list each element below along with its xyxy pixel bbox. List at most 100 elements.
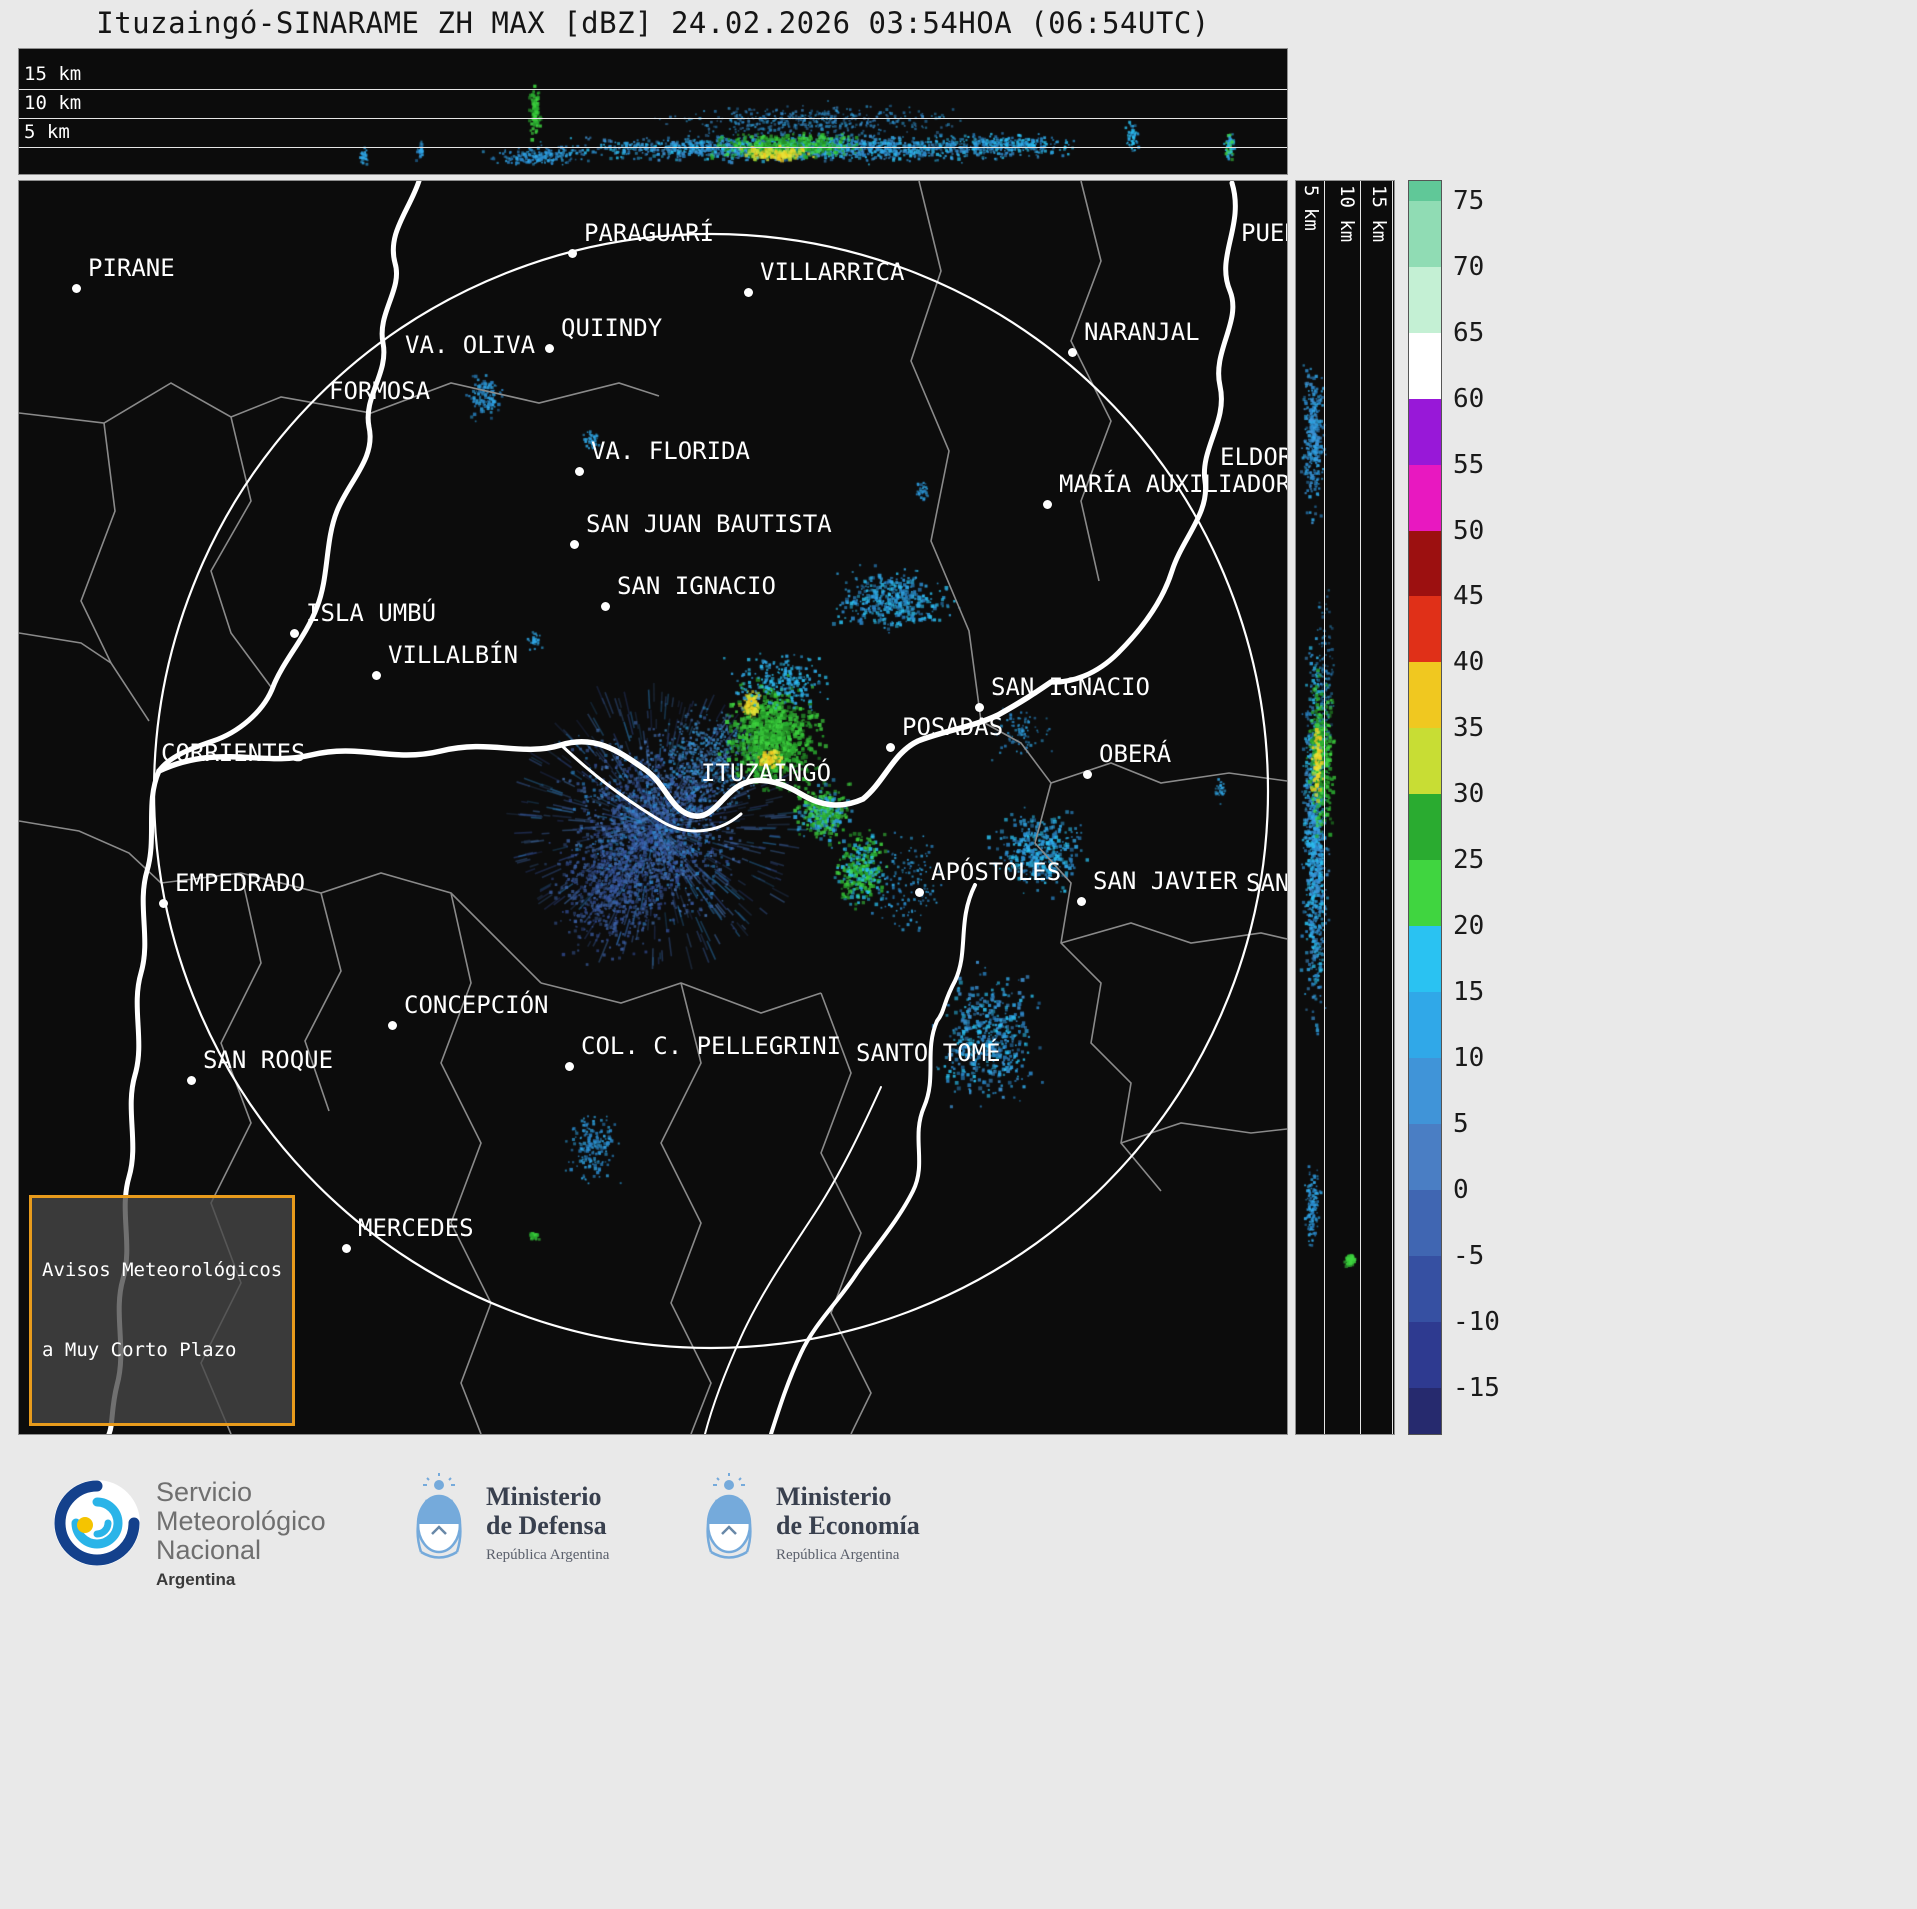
city-label: NARANJAL: [1084, 318, 1200, 346]
ministry-defensa-block: Ministerio de Defensa República Argentin…: [408, 1472, 609, 1564]
city-label: CONCEPCIÓN: [404, 991, 549, 1019]
economia-line-1: Ministerio: [776, 1482, 892, 1511]
colorbar-tick-label: 65: [1453, 317, 1485, 348]
defensa-subtitle: República Argentina: [486, 1547, 610, 1564]
city-label: FORMOSA: [329, 377, 431, 405]
colorbar-tick-label: -15: [1453, 1372, 1500, 1403]
ministry-economia-text: Ministerio de Economía República Argenti…: [776, 1472, 920, 1564]
city-label: PARAGUARÍ: [584, 219, 715, 247]
city-dot: [1076, 896, 1086, 906]
warning-badge: Avisos Meteorológicos a Muy Corto Plazo: [29, 1195, 296, 1426]
city-dot: [974, 702, 984, 712]
rivers: [106, 181, 1238, 1434]
colorbar-tick-label: 0: [1453, 1174, 1469, 1205]
colorbar-band: [1409, 1058, 1441, 1125]
city-dot: [1042, 499, 1052, 509]
footer: Servicio Meteorológico Nacional Argentin…: [0, 1450, 1917, 1909]
warning-line-2: a Muy Corto Plazo: [42, 1339, 237, 1362]
city-label: QUIINDY: [561, 314, 663, 342]
cross-section-top-panel: 15 km 10 km 5 km: [18, 48, 1288, 175]
colorbar-tick-label: 30: [1453, 779, 1485, 810]
smn-line-2: Meteorológico: [156, 1505, 326, 1536]
city-dot: [71, 283, 81, 293]
colorbar-band: [1409, 1387, 1441, 1434]
colorbar-tick-label: 35: [1453, 713, 1485, 744]
city-label: EMPEDRADO: [175, 869, 306, 897]
smn-country: Argentina: [156, 1569, 236, 1589]
city-label: ITUZAINGÓ: [701, 759, 832, 787]
cross-section-right-echoes: [1296, 181, 1394, 1434]
height-axis-label: 10 km: [1336, 185, 1358, 243]
city-label: SAN JUAN BAUTISTA: [586, 510, 832, 538]
smn-logo-icon: [54, 1480, 140, 1566]
city-dot: [600, 601, 610, 611]
city-dot: [387, 1020, 397, 1030]
colorbar-tick-label: 55: [1453, 449, 1485, 480]
city-label: MARÍA AUXILIADORA: [1059, 470, 1288, 498]
cross-section-right-panel: 5 km 10 km 15 km: [1295, 180, 1395, 1435]
city-label: ELDORADO: [1220, 443, 1287, 471]
city-label: POSADAS: [902, 713, 1004, 741]
city-label: ISLA UMBÚ: [306, 599, 437, 627]
colorbar-tick-label: 20: [1453, 911, 1485, 942]
city-dot: [371, 670, 381, 680]
colorbar-band: [1409, 596, 1441, 663]
colorbar-band: [1409, 860, 1441, 927]
height-gridline: [19, 118, 1287, 119]
radar-map-panel: PIRANE PARAGUARÍ VILLARRICA QUIINDY VA. OLIV…: [18, 180, 1288, 1435]
city-dot: [341, 1243, 351, 1253]
colorbar-tick-label: 10: [1453, 1043, 1485, 1074]
city-label: PIRANE: [88, 254, 175, 282]
smn-logo-block: Servicio Meteorológico Nacional Argentin…: [52, 1478, 326, 1589]
height-axis-label: 5 km: [24, 121, 70, 143]
colorbar-tick-label: -5: [1453, 1240, 1485, 1271]
city-label: VILLARRICA: [760, 258, 905, 286]
colorbar-tick-label: 70: [1453, 251, 1485, 282]
colorbar-band: [1409, 1189, 1441, 1256]
colorbar-tick-label: 40: [1453, 647, 1485, 678]
colorbar-tick-label: 75: [1453, 185, 1485, 216]
city-dot: [544, 343, 554, 353]
city-label: OBERÁ: [1099, 740, 1172, 768]
smn-line-3: Nacional: [156, 1534, 262, 1565]
colorbar-band: [1409, 1255, 1441, 1322]
city-dot: [186, 1075, 196, 1085]
colorbar-tick-label: -10: [1453, 1306, 1500, 1337]
height-gridline: [1392, 181, 1393, 1434]
city-dot: [567, 248, 577, 258]
admin-boundaries: [19, 181, 1287, 1434]
city-label: SAN ROQUE: [203, 1046, 334, 1074]
economia-line-2: de Economía: [776, 1511, 920, 1541]
colorbar-tick-label: 45: [1453, 581, 1485, 612]
colorbar-band: [1409, 1124, 1441, 1190]
city-label: SAN IGNACIO: [991, 673, 1150, 701]
colorbar-tick-label: 50: [1453, 515, 1485, 546]
city-dot: [158, 898, 168, 908]
height-gridline: [19, 147, 1287, 148]
colorbar-tick-label: 5: [1453, 1109, 1469, 1140]
city-dot: [1082, 769, 1092, 779]
coat-of-arms-icon: [416, 1473, 462, 1559]
colorbar-band: [1409, 1321, 1441, 1388]
height-gridline: [1324, 181, 1325, 1434]
city-dot: [743, 287, 753, 297]
warning-line-1: Avisos Meteorológicos: [42, 1259, 283, 1282]
colorbar-tick-label: 15: [1453, 977, 1485, 1008]
city-label: SAN IGNACIO: [617, 572, 776, 600]
defensa-line-1: Ministerio: [486, 1482, 602, 1511]
colorbar-band: [1409, 464, 1441, 531]
colorbar-band: [1409, 266, 1441, 333]
colorbar-band: [1409, 728, 1441, 795]
map-overlay: [19, 181, 1287, 1434]
colorbar-band: [1409, 662, 1441, 729]
colorbar-tick-label: 25: [1453, 845, 1485, 876]
colorbar-band: [1409, 200, 1441, 267]
city-label: SANTO TOMÉ: [856, 1039, 1001, 1067]
height-axis-label: 15 km: [24, 63, 82, 85]
height-axis-label: 15 km: [1368, 185, 1390, 243]
city-label: COL. C. PELLEGRINI: [581, 1032, 842, 1060]
colorbar-tick-label: 60: [1453, 383, 1485, 414]
coat-of-arms-icon: [706, 1473, 752, 1559]
city-dot: [574, 466, 584, 476]
